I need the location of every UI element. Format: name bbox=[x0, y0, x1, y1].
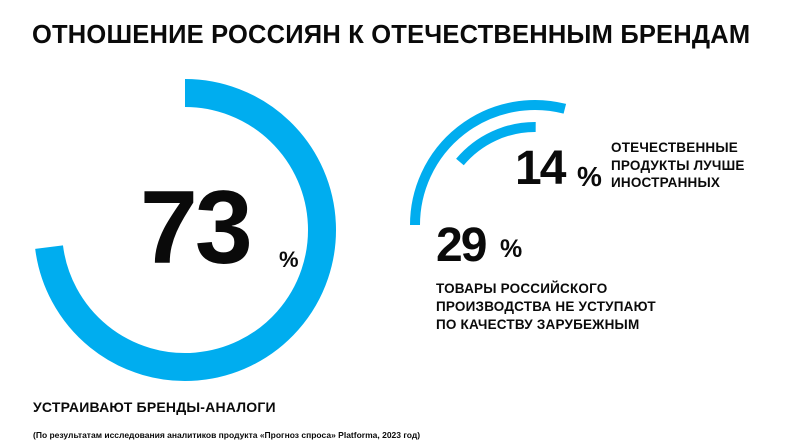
source-note: (По результатам исследования аналитиков … bbox=[33, 430, 421, 440]
unit-14: % bbox=[577, 161, 602, 192]
label-14: ОТЕЧЕСТВЕННЫЕ ПРОДУКТЫ ЛУЧШЕ ИНОСТРАННЫХ bbox=[611, 139, 745, 192]
label-29: ТОВАРЫ РОССИЙСКОГО ПРОИЗВОДСТВА НЕ УСТУП… bbox=[436, 280, 656, 334]
unit-73: % bbox=[279, 247, 299, 272]
label-14-line-3: ИНОСТРАННЫХ bbox=[611, 175, 721, 190]
donut-arc-29 bbox=[410, 100, 567, 226]
value-29: 29 bbox=[436, 219, 487, 272]
donut-arc-14 bbox=[456, 121, 536, 166]
unit-29: % bbox=[500, 235, 523, 263]
label-14-line-2: ПРОДУКТЫ ЛУЧШЕ bbox=[611, 157, 745, 173]
label-29-line-3: ПО КАЧЕСТВУ ЗАРУБЕЖНЫМ bbox=[436, 317, 640, 332]
label-73: УСТРАИВАЮТ БРЕНДЫ-АНАЛОГИ bbox=[33, 399, 276, 415]
label-29-line-2: ПРОИЗВОДСТВА НЕ УСТУПАЮТ bbox=[436, 299, 656, 314]
page-title: ОТНОШЕНИЕ РОССИЯН К ОТЕЧЕСТВЕННЫМ БРЕНДА… bbox=[32, 21, 751, 49]
label-29-line-1: ТОВАРЫ РОССИЙСКОГО bbox=[436, 281, 608, 296]
value-14: 14 bbox=[515, 142, 566, 195]
donut-arc-73 bbox=[35, 79, 336, 381]
value-73: 73 bbox=[140, 170, 253, 286]
label-14-line-1: ОТЕЧЕСТВЕННЫЕ bbox=[611, 140, 738, 155]
